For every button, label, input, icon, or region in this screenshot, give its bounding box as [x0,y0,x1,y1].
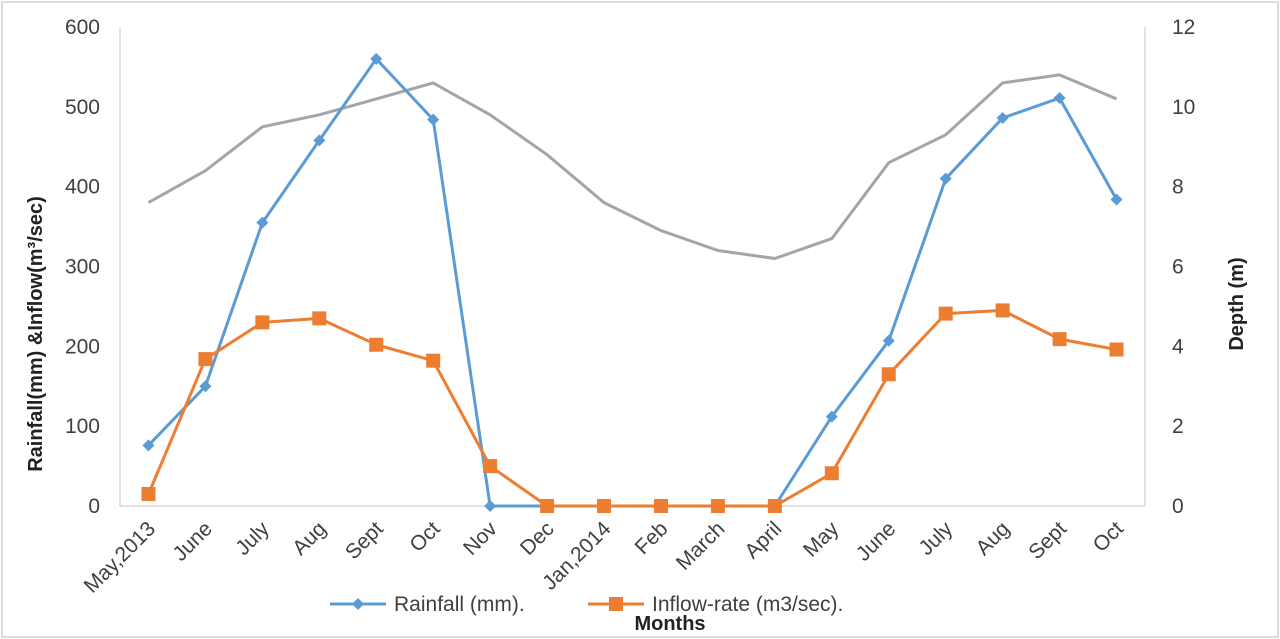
data-point [881,367,896,382]
x-tick-label: July [915,517,958,560]
y2-axis-title: Depth (m) [1226,257,1248,350]
legend-marker [609,597,623,611]
y2-tick-label: 6 [1172,256,1184,279]
y-tick-label: 0 [88,495,100,518]
x-tick-label: Oct [405,517,444,556]
data-point [996,112,1009,125]
x-tick-label: Dec [516,517,559,560]
data-point [199,380,212,393]
series-line [147,73,1118,260]
x-tick-label: April [740,517,786,563]
data-point [370,52,383,65]
x-tick-label: June [852,517,900,565]
y-tick-label: 300 [65,256,100,279]
y2-tick-label: 0 [1172,495,1184,518]
y-tick-label: 100 [65,415,100,438]
legend-marker [352,598,364,610]
y-tick-label: 500 [65,96,100,119]
data-point [1052,332,1067,347]
series-layer [141,52,1124,513]
y-tick-label: 400 [65,176,100,199]
data-point [597,499,612,513]
series-line [147,57,1118,508]
data-point [540,499,555,513]
y-axis-title: Rainfall(mm) &Inflow(m³/sec) [25,196,47,472]
legend: Rainfall (mm). Inflow-rate (m3/sec). [330,593,843,616]
data-point [256,216,269,229]
legend-label: Inflow-rate (m3/sec). [652,593,843,616]
x-tick-label: July [231,517,274,560]
data-point [142,439,155,452]
x-tick-label: Feb [631,517,673,559]
data-point [141,487,156,502]
data-point [1109,342,1124,357]
data-point [653,499,668,513]
data-point [312,311,327,326]
data-point [882,334,895,347]
data-point [483,459,498,474]
y-tick-label: 600 [65,16,100,39]
data-point [1053,92,1066,105]
legend-label: Rainfall (mm). [394,593,525,616]
data-point [426,353,441,368]
y2-tick-label: 12 [1172,16,1195,39]
y2-tick-label: 10 [1172,96,1195,119]
x-axis-title: Months [634,613,705,635]
data-point [767,499,782,513]
data-point [939,172,952,185]
x-tick-label: May [799,517,844,562]
x-tick-label: Aug [971,517,1014,560]
x-tick-label: Sept [1024,517,1071,564]
data-point [427,113,440,126]
x-tick-label: Aug [288,517,331,560]
data-point [198,352,213,367]
data-point [995,303,1010,318]
data-point [1110,193,1123,206]
y2-tick-label: 8 [1172,176,1184,199]
x-tick-label: Sept [341,517,388,564]
y2-tick-label: 4 [1172,335,1184,358]
x-tick-label: Nov [459,517,502,560]
x-tick-label: Oct [1089,517,1128,556]
x-tick-label: May,2013 [80,517,160,597]
data-point [710,499,725,513]
y-axis-ticks: 0 100 200 300 400 500 600 [65,16,100,518]
data-point [825,410,838,423]
y-tick-label: 200 [65,335,100,358]
data-point [369,337,384,352]
series-line [147,308,1117,508]
x-tick-label: June [168,517,216,565]
y2-tick-label: 2 [1172,415,1184,438]
data-point [824,466,839,481]
data-point [484,500,497,512]
data-point [938,306,953,321]
y2-axis-ticks: 0 2 4 6 8 10 12 [1172,16,1195,518]
data-point [255,315,270,330]
data-point [313,134,326,147]
x-axis-ticks: May,2013 June July Aug Sept Oct Nov DecJan,2014… [80,517,1129,598]
x-tick-label: March [672,517,730,575]
